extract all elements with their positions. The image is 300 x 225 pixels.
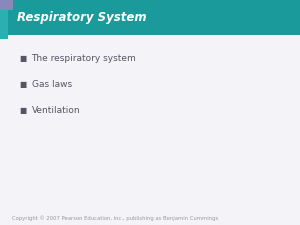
Bar — [0, 0, 13, 10]
Text: Gas laws: Gas laws — [32, 80, 72, 89]
Text: Copyright © 2007 Pearson Education, Inc., publishing as Benjamin Cummings: Copyright © 2007 Pearson Education, Inc.… — [12, 215, 218, 221]
Text: ■: ■ — [20, 80, 27, 89]
Bar — [0, 0, 300, 35]
Text: ■: ■ — [20, 106, 27, 115]
Text: Respiratory System: Respiratory System — [17, 11, 147, 24]
Text: ■: ■ — [20, 54, 27, 63]
Bar — [0, 34, 8, 39]
Text: Ventilation: Ventilation — [32, 106, 80, 115]
Bar — [0, 0, 8, 35]
Text: The respiratory system: The respiratory system — [32, 54, 136, 63]
